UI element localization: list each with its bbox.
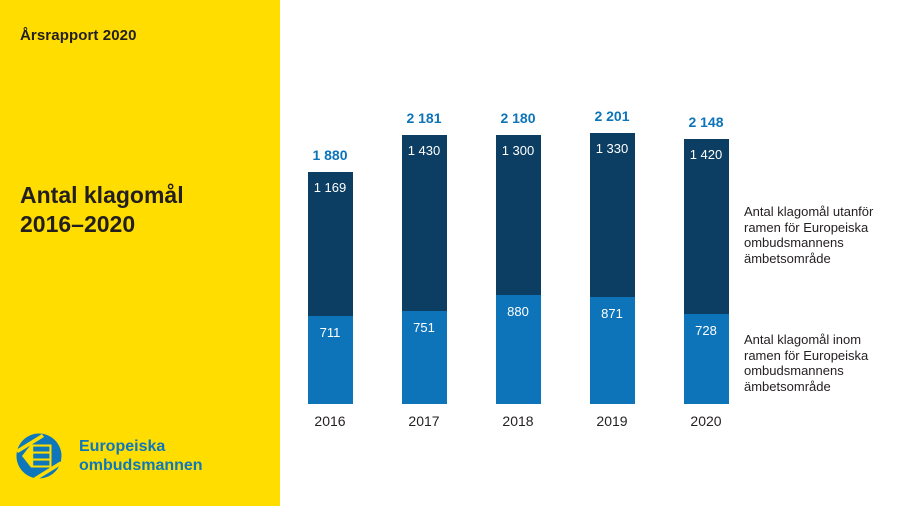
logo: Europeiska ombudsmannen xyxy=(16,433,203,479)
bar-segment-outside-value: 1 330 xyxy=(595,141,629,156)
logo-text: Europeiska ombudsmannen xyxy=(79,438,203,474)
bar-segment-outside-value: 1 169 xyxy=(313,180,347,195)
report-label: Årsrapport 2020 xyxy=(20,27,137,44)
bar-segment-inside-value: 711 xyxy=(319,325,341,340)
legend-inside-label: Antal klagomål inom ramen för Europeiska… xyxy=(744,332,869,394)
bar-segment-outside-value: 1 420 xyxy=(689,147,723,162)
bar-segment-outside xyxy=(401,135,447,311)
bar-segment-outside xyxy=(495,135,541,295)
bar-segment-inside-value: 871 xyxy=(601,306,623,321)
legend-outside-label: Antal klagomål utanför ramen för Europei… xyxy=(744,204,874,266)
bar-segment-inside xyxy=(589,297,635,404)
bar-total-label: 2 148 xyxy=(688,114,724,130)
bar-segment-inside-value: 880 xyxy=(507,304,529,319)
bar-segment-outside xyxy=(683,139,729,314)
bar-segment-inside-value: 751 xyxy=(413,320,435,335)
page-title: Antal klagomål 2016–2020 xyxy=(20,182,184,238)
bar-segment-outside-value: 1 300 xyxy=(501,143,535,158)
x-axis-label: 2017 xyxy=(408,413,440,429)
bar-total-label: 2 180 xyxy=(500,110,536,126)
x-axis-label: 2016 xyxy=(314,413,346,429)
x-axis-label: 2019 xyxy=(596,413,628,429)
bar-segment-outside-value: 1 430 xyxy=(407,143,441,158)
sidebar: Årsrapport 2020 Antal klagomål 2016–2020… xyxy=(0,0,280,506)
bar-total-label: 2 181 xyxy=(406,110,442,126)
x-axis-label: 2018 xyxy=(502,413,534,429)
bar-segment-outside xyxy=(307,172,353,316)
bar-segment-inside xyxy=(683,314,729,404)
bar-segment-inside xyxy=(401,311,447,404)
x-axis-label: 2020 xyxy=(690,413,722,429)
ombudsman-logo-icon xyxy=(16,433,62,479)
bar-total-label: 2 201 xyxy=(594,108,630,124)
bar-segment-outside xyxy=(589,133,635,297)
bar-total-label: 1 880 xyxy=(312,147,348,163)
bar-segment-inside-value: 728 xyxy=(695,323,717,338)
bar-segment-inside xyxy=(307,316,353,404)
bar-segment-inside xyxy=(495,295,541,404)
